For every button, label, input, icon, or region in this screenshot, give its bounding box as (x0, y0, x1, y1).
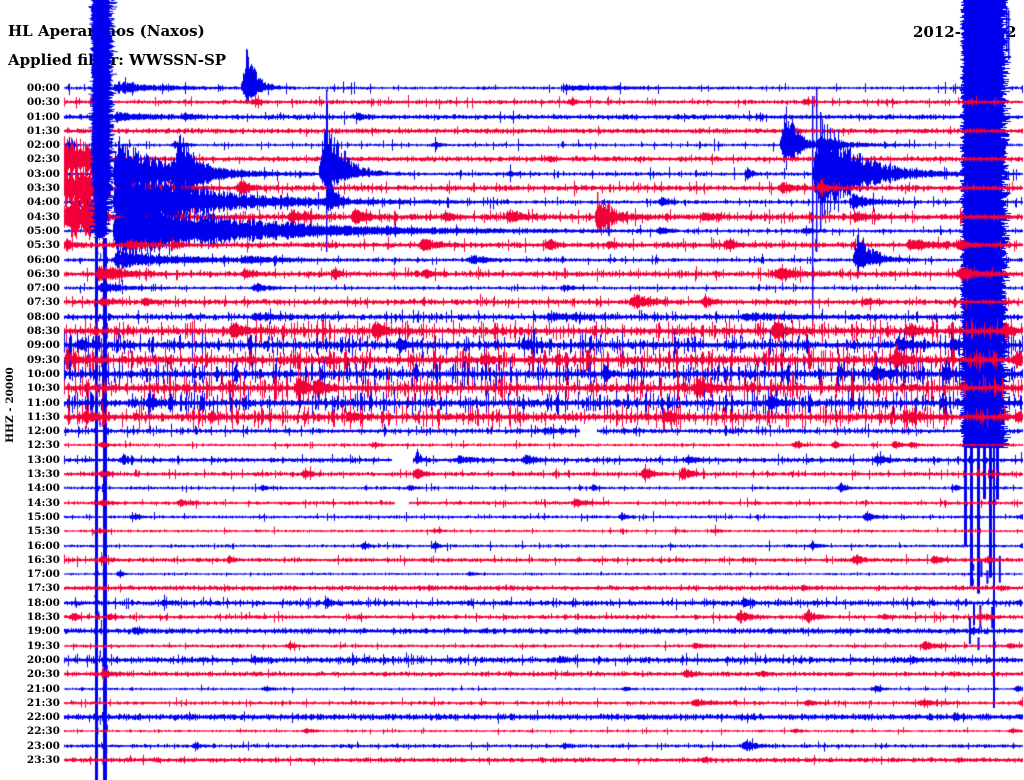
helicorder-page: HL Aperanthos (Naxos) Applied filter: WW… (0, 0, 1024, 780)
seismogram-canvas (0, 0, 1024, 780)
